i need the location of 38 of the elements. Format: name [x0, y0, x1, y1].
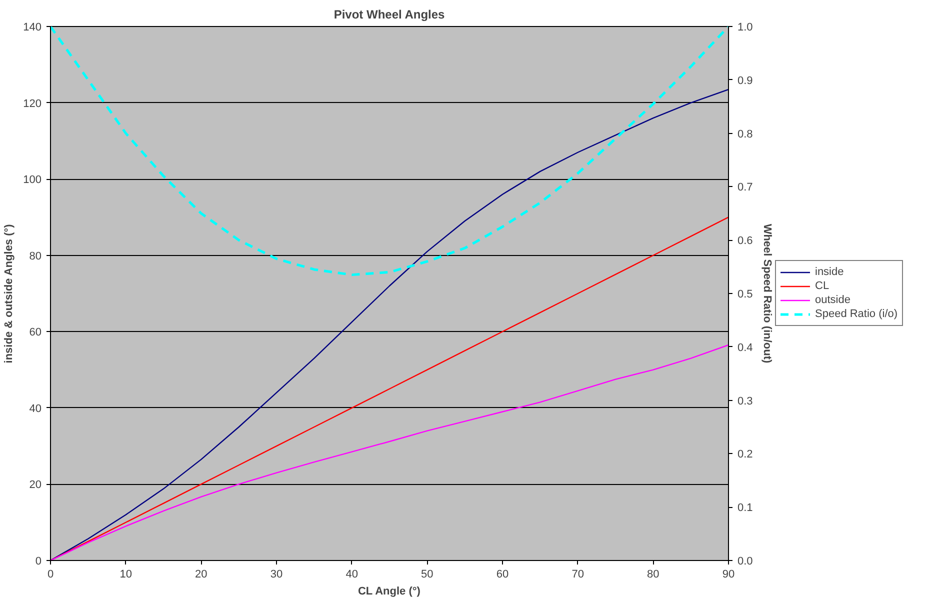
- y-tick-label: 100: [23, 174, 42, 186]
- y2-tick-label: 0.7: [738, 182, 753, 194]
- y-tick-label: 0: [35, 556, 42, 568]
- y2-axis-title: Wheel Speed Ratio (in/out): [760, 224, 773, 364]
- y-tick-label: 140: [23, 22, 42, 34]
- x-tick-label: 40: [346, 568, 358, 580]
- chart-title: Pivot Wheel Angles: [334, 8, 446, 22]
- x-tick-label: 60: [496, 568, 509, 580]
- x-tick-label: 80: [647, 568, 660, 580]
- x-tick-label: 30: [270, 568, 283, 580]
- line-series: [50, 26, 728, 276]
- y2-tick-label: 0.4: [738, 342, 753, 354]
- y-tick-label: 40: [29, 402, 42, 415]
- x-tick-label: 0: [47, 568, 54, 580]
- x-tick-label: 50: [421, 568, 434, 580]
- y-tick-label: 60: [29, 326, 42, 339]
- legend-label: CL: [815, 279, 830, 293]
- x-tick-label: 10: [120, 568, 132, 580]
- y2-tick-label: 0.1: [738, 502, 753, 514]
- y-tick-label: 20: [29, 479, 42, 492]
- y2-tick-label: 0.5: [738, 288, 753, 300]
- x-tick-label: 70: [572, 568, 584, 580]
- legend-label: Speed Ratio (i/o): [815, 307, 898, 321]
- legend-label: outside: [815, 293, 850, 307]
- legend-label: inside: [815, 265, 844, 279]
- y2-tick-label: 0.9: [738, 74, 753, 87]
- x-tick-label: 90: [722, 568, 735, 580]
- y2-tick-label: 1.0: [738, 22, 753, 34]
- y2-tick-label: 0.2: [738, 448, 753, 461]
- y2-tick-label: 0.6: [738, 235, 753, 248]
- y-axis-title: inside & outside Angles (°): [3, 224, 16, 364]
- x-axis-title: CL Angle (°): [358, 586, 421, 598]
- y2-tick-label: 0.3: [738, 395, 753, 408]
- y2-tick-label: 0.0: [738, 556, 753, 568]
- y-tick-label: 120: [23, 98, 42, 110]
- y2-tick-label: 0.8: [738, 128, 753, 140]
- y-tick-label: 80: [29, 250, 42, 262]
- x-tick-label: 20: [195, 568, 208, 580]
